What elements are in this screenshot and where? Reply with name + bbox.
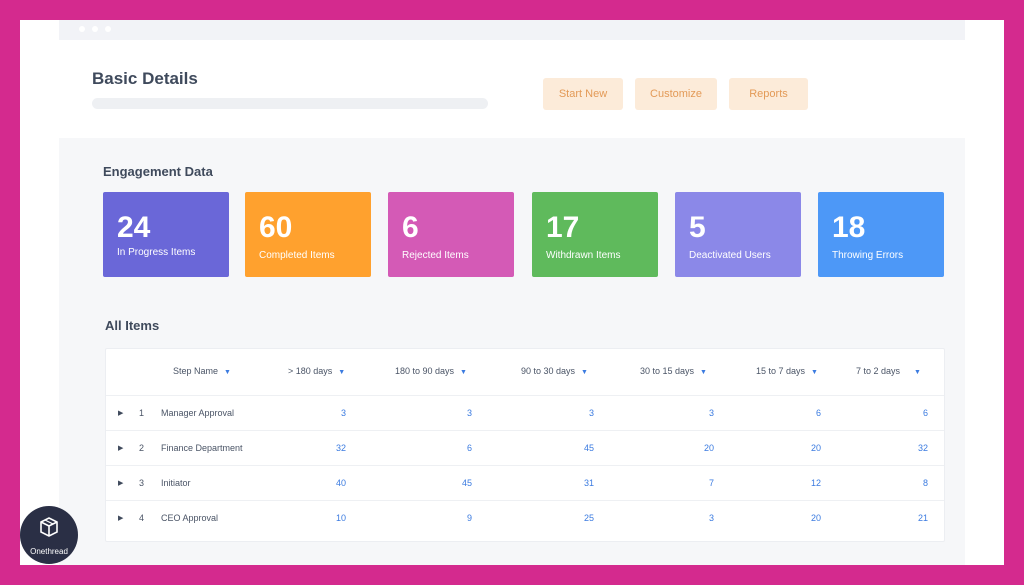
column-header-90-30[interactable]: 90 to 30 days ▼	[521, 366, 588, 376]
row-index: 2	[139, 443, 145, 453]
step-name: Manager Approval	[161, 408, 235, 418]
row-index: 3	[139, 478, 145, 488]
sort-caret-icon: ▼	[338, 369, 346, 376]
window-dot-icon	[105, 26, 111, 32]
cell-value[interactable]: 20	[703, 443, 714, 453]
app-window: Basic Details Start New Customize Report…	[20, 20, 1004, 565]
title-placeholder-bar	[92, 98, 488, 109]
cell-value[interactable]: 45	[461, 478, 472, 488]
row-index: 4	[139, 513, 145, 523]
window-titlebar	[59, 20, 965, 40]
cell-value[interactable]: 6	[466, 443, 472, 453]
onethread-logo: Onethread	[20, 506, 78, 564]
stat-value: 17	[546, 211, 580, 244]
sort-caret-icon: ▼	[460, 369, 467, 376]
cell-value[interactable]: 3	[340, 408, 346, 418]
main-content: Engagement Data 24 In Progress Items 60 …	[59, 138, 965, 565]
cell-value[interactable]: 3	[708, 513, 714, 523]
cell-value[interactable]: 32	[917, 443, 928, 453]
row-index: 1	[139, 408, 145, 418]
step-name: CEO Approval	[161, 513, 219, 523]
cell-value[interactable]: 31	[583, 478, 594, 488]
cell-value[interactable]: 45	[583, 443, 594, 453]
stat-card-deactivated[interactable]: 5 Deactivated Users	[675, 192, 801, 277]
sort-caret-icon: ▼	[224, 369, 231, 376]
stat-card-errors[interactable]: 18 Throwing Errors	[818, 192, 944, 277]
cell-value[interactable]: 6	[815, 408, 821, 418]
column-header-180-plus[interactable]: > 180 days ▼	[288, 366, 345, 376]
page-title: Basic Details	[92, 69, 198, 88]
column-header-180-90[interactable]: 180 to 90 days ▼	[395, 366, 467, 376]
cell-value[interactable]: 3	[466, 408, 472, 418]
cell-value[interactable]: 25	[583, 513, 594, 523]
cell-value[interactable]: 32	[335, 443, 346, 453]
column-header-label: 7 to 2 days	[856, 366, 901, 376]
cell-value[interactable]: 20	[810, 443, 821, 453]
stat-value: 5	[689, 211, 706, 244]
column-header-step-name[interactable]: Step Name ▼	[173, 366, 231, 376]
column-header-label: > 180 days	[288, 366, 333, 376]
items-table: Step Name ▼ > 180 days ▼ 180 to 90 days ▼ 9…	[105, 348, 945, 542]
stat-label: Completed Items	[259, 250, 335, 261]
column-header-label: 180 to 90 days	[395, 366, 455, 376]
cell-value[interactable]: 20	[810, 513, 821, 523]
stat-label: Throwing Errors	[832, 250, 904, 261]
table-row[interactable]: ▶ 1 Manager Approval 3 3 3 3 6 6	[106, 395, 944, 430]
table-row[interactable]: ▶ 4 CEO Approval 10 9 25 3 20 21	[106, 500, 944, 535]
cell-value[interactable]: 6	[922, 408, 928, 418]
expand-arrow-icon[interactable]: ▶	[118, 410, 124, 417]
sort-caret-icon: ▼	[914, 369, 921, 376]
window-dot-icon	[92, 26, 98, 32]
column-header-7-2[interactable]: 7 to 2 days ▼	[856, 366, 921, 376]
stat-label: Rejected Items	[402, 250, 469, 261]
logo-text: Onethread	[30, 547, 68, 556]
cell-value[interactable]: 7	[708, 478, 714, 488]
customize-button[interactable]: Customize	[635, 78, 717, 110]
logo-box-icon	[40, 517, 58, 537]
cell-value[interactable]: 12	[810, 478, 821, 488]
table-row[interactable]: ▶ 2 Finance Department 32 6 45 20 20 32	[106, 430, 944, 465]
window-dot-icon	[79, 26, 85, 32]
sort-caret-icon: ▼	[581, 369, 588, 376]
stat-value: 24	[117, 211, 151, 244]
column-header-30-15[interactable]: 30 to 15 days ▼	[640, 366, 707, 376]
column-header-label: Step Name	[173, 366, 219, 376]
stat-value: 6	[402, 211, 419, 244]
all-items-title: All Items	[105, 318, 160, 333]
cell-value[interactable]: 9	[466, 513, 472, 523]
step-name: Initiator	[161, 478, 191, 488]
stat-value: 18	[832, 211, 866, 244]
cell-value[interactable]: 3	[708, 408, 714, 418]
cell-value[interactable]: 10	[335, 513, 346, 523]
engagement-title: Engagement Data	[103, 164, 213, 179]
stat-card-rejected[interactable]: 6 Rejected Items	[388, 192, 514, 277]
stat-value: 60	[259, 211, 293, 244]
stat-label: Deactivated Users	[689, 250, 771, 261]
step-name: Finance Department	[161, 443, 243, 453]
column-header-label: 90 to 30 days	[521, 366, 576, 376]
cell-value[interactable]: 21	[917, 513, 928, 523]
table-row[interactable]: ▶ 3 Initiator 40 45 31 7 12 8	[106, 465, 944, 500]
stat-label: In Progress Items	[117, 247, 196, 258]
stat-card-completed[interactable]: 60 Completed Items	[245, 192, 371, 277]
stat-label: Withdrawn Items	[546, 250, 621, 261]
column-header-label: 15 to 7 days	[756, 366, 806, 376]
column-header-15-7[interactable]: 15 to 7 days ▼	[756, 366, 818, 376]
expand-arrow-icon[interactable]: ▶	[118, 445, 124, 452]
stat-card-in-progress[interactable]: 24 In Progress Items	[103, 192, 229, 277]
cell-value[interactable]: 40	[335, 478, 346, 488]
sort-caret-icon: ▼	[700, 369, 707, 376]
sort-caret-icon: ▼	[811, 369, 818, 376]
expand-arrow-icon[interactable]: ▶	[118, 480, 124, 487]
cell-value[interactable]: 3	[588, 408, 594, 418]
stat-card-withdrawn[interactable]: 17 Withdrawn Items	[532, 192, 658, 277]
column-header-label: 30 to 15 days	[640, 366, 695, 376]
expand-arrow-icon[interactable]: ▶	[118, 515, 124, 522]
start-new-button[interactable]: Start New	[543, 78, 623, 110]
reports-button[interactable]: Reports	[729, 78, 808, 110]
cell-value[interactable]: 8	[922, 478, 928, 488]
